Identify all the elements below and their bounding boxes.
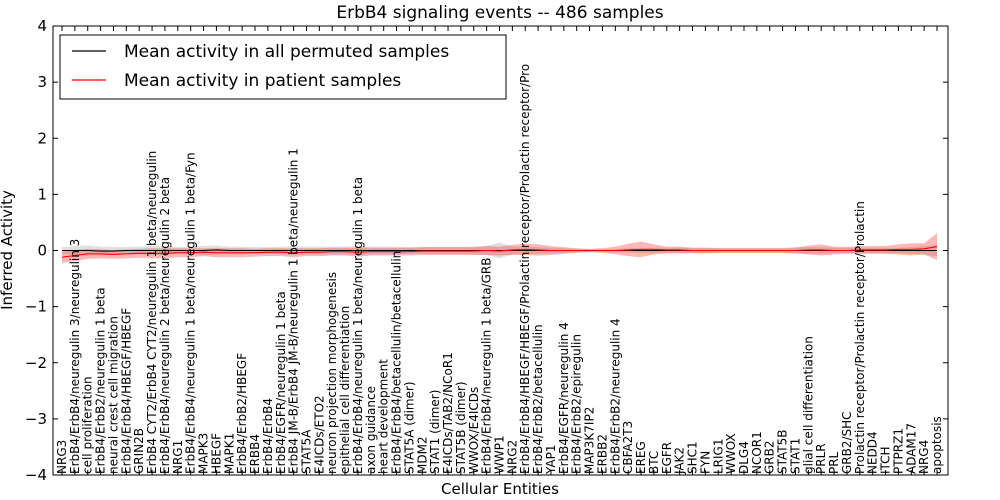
x-tick-label: STAT5B (dimer) xyxy=(454,381,468,474)
x-tick-label: SHC1 xyxy=(686,441,700,474)
x-tick-label: WWOX xyxy=(724,433,738,474)
x-tick-label: ErbB4/ErbB4/neuregulin 3/neuregulin 3 xyxy=(68,239,82,474)
y-tick-label: −2 xyxy=(25,354,47,372)
legend-label-permuted: Mean activity in all permuted samples xyxy=(124,42,449,62)
x-tick-label: CBFA2T3 xyxy=(621,421,635,474)
series-line-1 xyxy=(61,246,938,258)
x-tick-label: WWP1 xyxy=(493,435,507,474)
x-tick-label: PTPRZ1 xyxy=(891,428,905,474)
x-tick-label: WWOX/E4ICDs xyxy=(467,387,481,474)
x-tick-label: NRG3 xyxy=(55,440,69,474)
x-tick-label: neuron projection morphogenesis xyxy=(325,272,339,474)
x-tick-label: glial cell differentiation xyxy=(801,336,815,474)
x-tick-label: cell proliferation xyxy=(81,376,95,474)
y-tick-label: 1 xyxy=(37,185,47,203)
x-tick-label: ErbB4/ErbB4/neuregulin 2 beta/neuregulin… xyxy=(158,177,172,474)
y-tick-label: 0 xyxy=(37,242,47,260)
x-tick-label: ErbB4/ErbB4/HBEGF/HBEGF xyxy=(119,308,133,474)
x-tick-label: STAT1 (dimer) xyxy=(428,390,442,474)
x-tick-label: ErbB4/ErbB4/neuregulin 1 beta/neuregulin… xyxy=(351,177,365,474)
y-tick-label: 2 xyxy=(37,129,47,147)
x-tick-label: ADAM17 xyxy=(904,423,918,474)
y-tick-label: −1 xyxy=(25,298,47,316)
y-tick-label: 4 xyxy=(37,17,47,35)
series-lines xyxy=(61,246,938,258)
legend-box xyxy=(59,34,507,100)
x-tick-label: STAT5B xyxy=(776,430,790,475)
y-axis-label: Inferred Activity xyxy=(0,190,16,310)
x-tick-label: GRB2/SHC xyxy=(840,411,854,474)
x-axis-label: Cellular Entities xyxy=(441,480,559,498)
chart-title: ErbB4 signaling events -- 486 samples xyxy=(336,3,663,23)
x-tick-label: BTC xyxy=(647,451,661,474)
x-tick-label: NEDD4 xyxy=(866,431,880,474)
x-tick-label: MAP3K7IP2 xyxy=(583,407,597,474)
x-tick-label: NRG2 xyxy=(505,440,519,474)
series-band-1 xyxy=(62,233,937,263)
x-tick-label: ERBB2 xyxy=(595,434,609,474)
x-tick-label: ERBB4 xyxy=(248,434,262,474)
x-tick-label: STAT5A (dimer) xyxy=(402,381,416,474)
x-tick-label: ErbB4 CYT2/ErbB4 CYT2/neuregulin 1 beta/… xyxy=(145,151,159,474)
x-tick-label: E4ICDs/ETO2 xyxy=(312,395,326,474)
x-tick-label: ErbB4/ErbB2/neuregulin 4 xyxy=(608,318,622,474)
x-tick-label: STAT1 xyxy=(788,438,802,474)
x-tick-label: JAK2 xyxy=(673,447,687,475)
x-tick-label: ErbB4/EGFR/neuregulin 4 xyxy=(557,322,571,474)
x-tick-label: PRLR xyxy=(814,443,828,474)
x-tick-label: ErbB4/ErbB2/neuregulin 1 beta xyxy=(94,287,108,474)
x-tick-label: apoptosis xyxy=(930,416,944,474)
x-tick-label: YAP1 xyxy=(544,445,558,475)
x-tick-label: axon guidance xyxy=(364,386,378,474)
x-tick-label: ErbB4/ErbB4/neuregulin 1 beta/neuregulin… xyxy=(184,152,198,474)
x-tick-label: ErbB4/ErbB4/neuregulin 1 beta/GRB xyxy=(480,258,494,474)
x-tick-label: epithelial cell differentiation xyxy=(338,306,352,474)
y-axis: −4 −3 −2 −1 0 1 2 3 4 xyxy=(25,17,948,484)
x-tick-label: GRB2 xyxy=(763,440,777,474)
x-tick-label: NRG4 xyxy=(917,440,931,474)
x-tick-label: LRIG1 xyxy=(711,439,725,475)
x-tick-label: MDM2 xyxy=(415,436,429,474)
x-tick-label: ErbB4/ErbB2/HBEGF xyxy=(235,353,249,474)
x-tick-label: Prolactin receptor/Prolactin receptor/Pr… xyxy=(853,201,867,474)
y-tick-label: −4 xyxy=(25,466,47,484)
x-tick-label: ErbB4/ErbB2/epiregulin xyxy=(570,334,584,474)
x-tick-label: ErbB4/ErbB2/betacellulin xyxy=(531,324,545,474)
x-tick-label: EREG xyxy=(634,441,648,474)
x-tick-label: ErbB4/ErbB4/betacellulin/betacellulin xyxy=(390,251,404,474)
legend-label-patient: Mean activity in patient samples xyxy=(124,71,401,91)
y-tick-label: −3 xyxy=(25,410,47,428)
x-tick-label: neural crest cell migration xyxy=(106,316,120,474)
y-tick-label: 3 xyxy=(37,73,47,91)
x-tick-label: EGFR xyxy=(660,442,674,474)
legend: Mean activity in all permuted samples Me… xyxy=(59,34,507,100)
x-tick-label: E4ICDs/TAB2/NCoR1 xyxy=(441,352,455,474)
x-tick-label: NRG1 xyxy=(171,440,185,474)
x-tick-label: FYN xyxy=(698,451,712,474)
x-tick-label: ITCH xyxy=(879,446,893,474)
x-tick-label: heart development xyxy=(377,359,391,474)
x-tick-label: MAPK1 xyxy=(222,433,236,474)
x-tick-label: STAT5A xyxy=(299,429,313,474)
x-tick-label: DLG4 xyxy=(737,441,751,474)
x-tick-label: NCOR1 xyxy=(750,431,764,474)
x-tick-label: GRIN2B xyxy=(132,428,146,474)
x-tick-label: PRL xyxy=(827,451,841,474)
x-tick-label: MAPK3 xyxy=(197,433,211,474)
x-tick-label: HBEGF xyxy=(209,433,223,474)
x-tick-label: ErbB4/ErbB4 xyxy=(261,398,275,474)
x-tick-label: ErbB4/ErbB4/HBEGF/HBEGF/Prolactin recept… xyxy=(518,64,532,474)
x-tick-label: ErbB4 JM-B/ErbB4 JM-B/neuregulin 1 beta/… xyxy=(287,148,301,474)
x-tick-label: ErbB4/EGFR/neuregulin 1 beta xyxy=(274,291,288,474)
